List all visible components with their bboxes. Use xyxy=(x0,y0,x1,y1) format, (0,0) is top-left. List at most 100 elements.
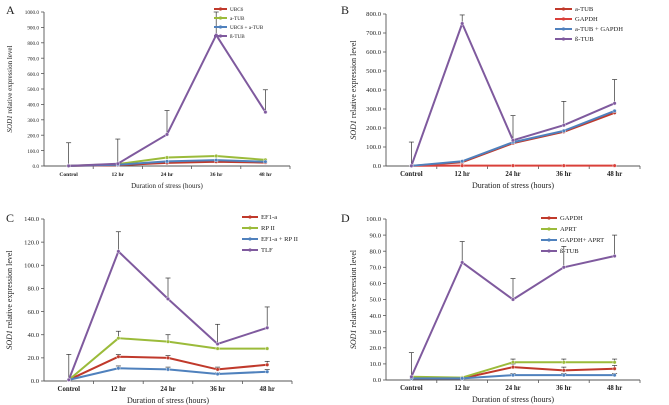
y-tick-label: 100.0 xyxy=(366,216,382,223)
y-axis-title-gene: SOD1 xyxy=(5,330,14,350)
legend-marker xyxy=(561,37,566,41)
data-point xyxy=(116,366,121,371)
x-axis-title: Duration of stress (hours) xyxy=(472,181,554,190)
y-axis-title-rest: relative expression level xyxy=(349,249,358,330)
y-axis-title: SOD1 relative expression level xyxy=(349,249,358,349)
x-tick-label: 36 hr xyxy=(556,171,571,178)
legend-label: EF1-a xyxy=(261,214,277,221)
data-point xyxy=(265,325,270,330)
y-tick-label: 120.0 xyxy=(24,239,40,246)
data-point xyxy=(409,163,414,168)
legend-marker xyxy=(547,249,551,253)
y-tick-label: 50.0 xyxy=(369,297,381,304)
y-axis-title: SOD1 relative expression level xyxy=(5,250,14,350)
data-point xyxy=(612,254,617,259)
y-tick-label: 300.0 xyxy=(366,106,382,113)
x-tick-label: 12 hr xyxy=(112,172,125,178)
y-tick-label: 100.0 xyxy=(24,262,40,269)
legend-marker xyxy=(561,17,566,21)
x-axis-title: Duration of stress (hours) xyxy=(131,182,203,190)
data-point xyxy=(263,159,268,164)
data-point xyxy=(561,163,566,168)
series-line xyxy=(67,250,268,381)
data-point xyxy=(66,377,71,382)
legend-label: a-TUB xyxy=(230,16,245,22)
x-axis-title: Duration of stress (hours) xyxy=(127,396,209,405)
data-point xyxy=(116,336,121,341)
legend-label: APRT xyxy=(560,226,576,233)
x-tick-label: 36 hr xyxy=(210,386,225,393)
series-line xyxy=(410,255,615,378)
y-tick-label: 500.0 xyxy=(366,68,382,75)
data-point xyxy=(115,161,120,166)
legend-label: TLF xyxy=(261,247,273,254)
data-point xyxy=(164,132,169,137)
y-axis-title: SOD1 relative expression level xyxy=(349,40,358,140)
legend-label: GAPDH+ APRT xyxy=(560,237,604,244)
data-point xyxy=(214,153,219,158)
y-tick-label: 200.0 xyxy=(27,133,39,139)
x-tick-label: 36 hr xyxy=(556,385,571,392)
y-tick-label: 40.0 xyxy=(369,313,381,320)
y-tick-label: 700.0 xyxy=(27,56,39,62)
data-point xyxy=(116,354,121,359)
y-axis-title-gene: SOD1 xyxy=(6,115,14,132)
legend-marker xyxy=(218,25,223,29)
x-tick-label: Control xyxy=(58,386,81,393)
legend-label: ß-TUB xyxy=(575,36,594,43)
y-tick-label: 800.0 xyxy=(27,41,39,47)
x-tick-label: 12 hr xyxy=(111,386,126,393)
x-tick-label: Control xyxy=(59,172,78,178)
panel-label: A xyxy=(6,3,15,17)
x-tick-label: 24 hr xyxy=(505,385,520,392)
y-axis-title-rest: relative expression level xyxy=(349,40,358,121)
data-point xyxy=(116,249,121,254)
panel-label: C xyxy=(6,211,14,225)
legend-marker xyxy=(218,34,223,38)
y-tick-label: 700.0 xyxy=(366,30,382,37)
legend-marker xyxy=(547,227,551,231)
x-tick-label: 12 hr xyxy=(455,171,470,178)
x-axis-title: Duration of stress (hours) xyxy=(472,395,554,404)
data-point xyxy=(612,360,617,365)
legend-marker xyxy=(547,216,551,220)
legend-marker xyxy=(218,7,223,11)
data-point xyxy=(612,108,617,113)
data-point xyxy=(460,163,465,168)
data-point xyxy=(561,368,566,373)
y-tick-label: 40.0 xyxy=(27,332,39,339)
data-point xyxy=(265,346,270,351)
legend-marker xyxy=(248,248,252,252)
data-point xyxy=(511,365,516,370)
data-point xyxy=(265,362,270,367)
data-point xyxy=(164,155,169,160)
legend-marker xyxy=(248,226,252,230)
y-tick-label: 60.0 xyxy=(369,281,381,288)
y-tick-label: 300.0 xyxy=(27,118,39,124)
data-point xyxy=(165,339,170,344)
y-axis-title-rest: relative expression level xyxy=(5,250,14,331)
y-tick-label: 70.0 xyxy=(369,265,381,272)
data-point xyxy=(612,101,617,106)
y-tick-label: 500.0 xyxy=(27,87,39,93)
legend-label: EF1-a + RP II xyxy=(261,236,298,243)
data-point xyxy=(561,123,566,128)
x-tick-label: 48 hr xyxy=(607,385,622,392)
data-point xyxy=(561,373,566,378)
data-point xyxy=(165,296,170,301)
legend-label: GAPDH xyxy=(560,215,583,222)
y-axis-title-gene: SOD1 xyxy=(349,120,358,140)
x-tick-label: 24 hr xyxy=(160,386,175,393)
y-tick-label: 10.0 xyxy=(369,361,381,368)
data-point xyxy=(612,373,617,378)
legend-marker xyxy=(547,238,551,242)
y-tick-label: 20.0 xyxy=(27,355,39,362)
data-point xyxy=(511,360,516,365)
y-axis-title-gene: SOD1 xyxy=(349,330,358,350)
y-tick-label: 0.0 xyxy=(33,164,40,170)
y-tick-label: 140.0 xyxy=(24,216,40,223)
data-point xyxy=(561,360,566,365)
y-tick-label: 1000.0 xyxy=(25,10,40,16)
legend-label: ß-TUB xyxy=(560,248,579,255)
